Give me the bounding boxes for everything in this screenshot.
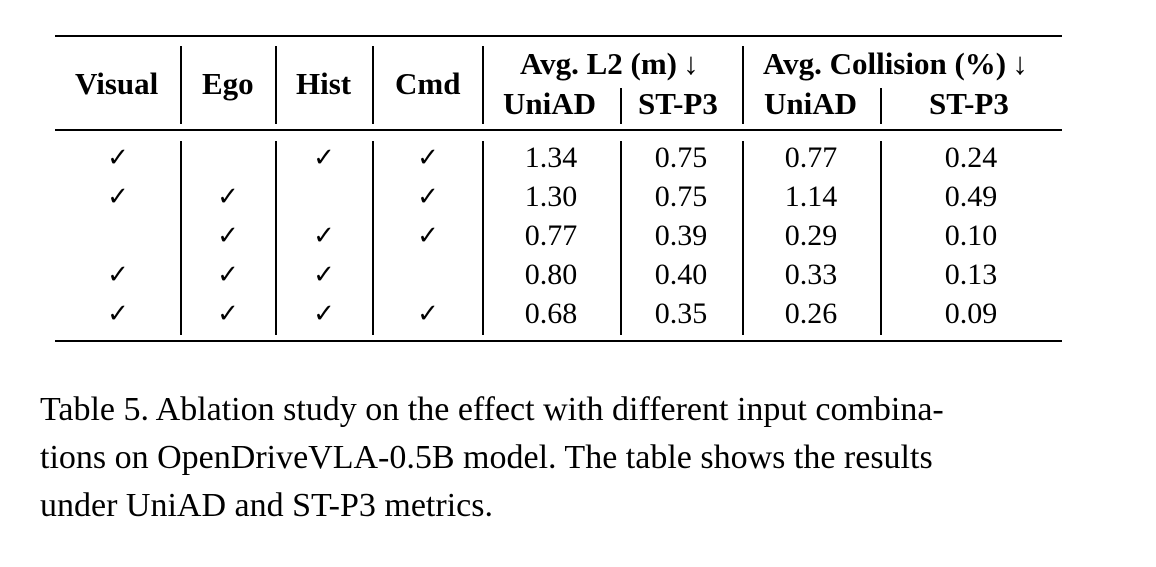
header-ego: Ego (202, 66, 254, 101)
cell-l2-stp3: 0.75 (654, 141, 708, 174)
cell-col-stp3: 0.10 (944, 219, 998, 252)
cell-visual: ✓ (107, 143, 129, 173)
cell-l2-uniad: 0.68 (524, 297, 578, 330)
col-divider (742, 46, 744, 124)
cell-l2-uniad: 0.77 (524, 219, 578, 252)
cell-col-stp3: 0.24 (944, 141, 998, 174)
cell-col-stp3: 0.09 (944, 297, 998, 330)
cell-col-uniad: 0.33 (784, 258, 838, 291)
caption-line: Table 5. Ablation study on the effect wi… (40, 391, 944, 428)
cell-col-stp3: 0.13 (944, 258, 998, 291)
col-divider (372, 46, 374, 124)
cell-l2-stp3: 0.75 (654, 180, 708, 213)
cell-visual: ✓ (107, 260, 129, 290)
header-l2-uniad: UniAD (503, 86, 597, 121)
col-divider (880, 141, 882, 335)
col-divider (180, 141, 182, 335)
top-rule (55, 35, 1062, 37)
col-divider (275, 46, 277, 124)
table-caption: Table 5. Ablation study on the effect wi… (40, 386, 1120, 530)
caption-line: tions on OpenDriveVLA-0.5B model. The ta… (40, 439, 933, 476)
caption-line: under UniAD and ST-P3 metrics. (40, 487, 493, 524)
cell-ego: ✓ (217, 260, 239, 290)
subcol-divider (620, 88, 622, 124)
cell-cmd: ✓ (417, 221, 439, 251)
cell-col-uniad: 0.77 (784, 141, 838, 174)
cell-col-uniad: 1.14 (784, 180, 838, 213)
cell-visual: ✓ (107, 182, 129, 212)
header-avg-l2: Avg. L2 (m) ↓ (520, 46, 699, 81)
cell-hist: ✓ (313, 143, 335, 173)
cell-cmd: ✓ (417, 182, 439, 212)
cell-l2-uniad: 1.34 (524, 141, 578, 174)
col-divider (372, 141, 374, 335)
cell-ego: ✓ (217, 299, 239, 329)
cell-hist: ✓ (313, 260, 335, 290)
col-divider (742, 141, 744, 335)
cell-l2-stp3: 0.39 (654, 219, 708, 252)
header-avg-collision: Avg. Collision (%) ↓ (763, 46, 1028, 81)
header-col-uniad: UniAD (764, 86, 858, 121)
cell-l2-uniad: 0.80 (524, 258, 578, 291)
header-rule (55, 129, 1062, 131)
col-divider (620, 141, 622, 335)
cell-l2-uniad: 1.30 (524, 180, 578, 213)
header-l2-stp3: ST-P3 (638, 86, 718, 121)
cell-ego: ✓ (217, 221, 239, 251)
col-divider (275, 141, 277, 335)
bottom-rule (55, 340, 1062, 342)
cell-col-uniad: 0.26 (784, 297, 838, 330)
col-divider (482, 141, 484, 335)
subcol-divider (880, 88, 882, 124)
cell-l2-stp3: 0.40 (654, 258, 708, 291)
col-divider (180, 46, 182, 124)
cell-col-stp3: 0.49 (944, 180, 998, 213)
header-hist: Hist (296, 66, 352, 101)
header-col-stp3: ST-P3 (929, 86, 1009, 121)
cell-l2-stp3: 0.35 (654, 297, 708, 330)
cell-hist: ✓ (313, 221, 335, 251)
cell-ego: ✓ (217, 182, 239, 212)
cell-hist: ✓ (313, 299, 335, 329)
cell-visual: ✓ (107, 299, 129, 329)
cell-cmd: ✓ (417, 299, 439, 329)
cell-col-uniad: 0.29 (784, 219, 838, 252)
header-cmd: Cmd (395, 66, 461, 101)
col-divider (482, 46, 484, 124)
cell-cmd: ✓ (417, 143, 439, 173)
header-visual: Visual (75, 66, 159, 101)
